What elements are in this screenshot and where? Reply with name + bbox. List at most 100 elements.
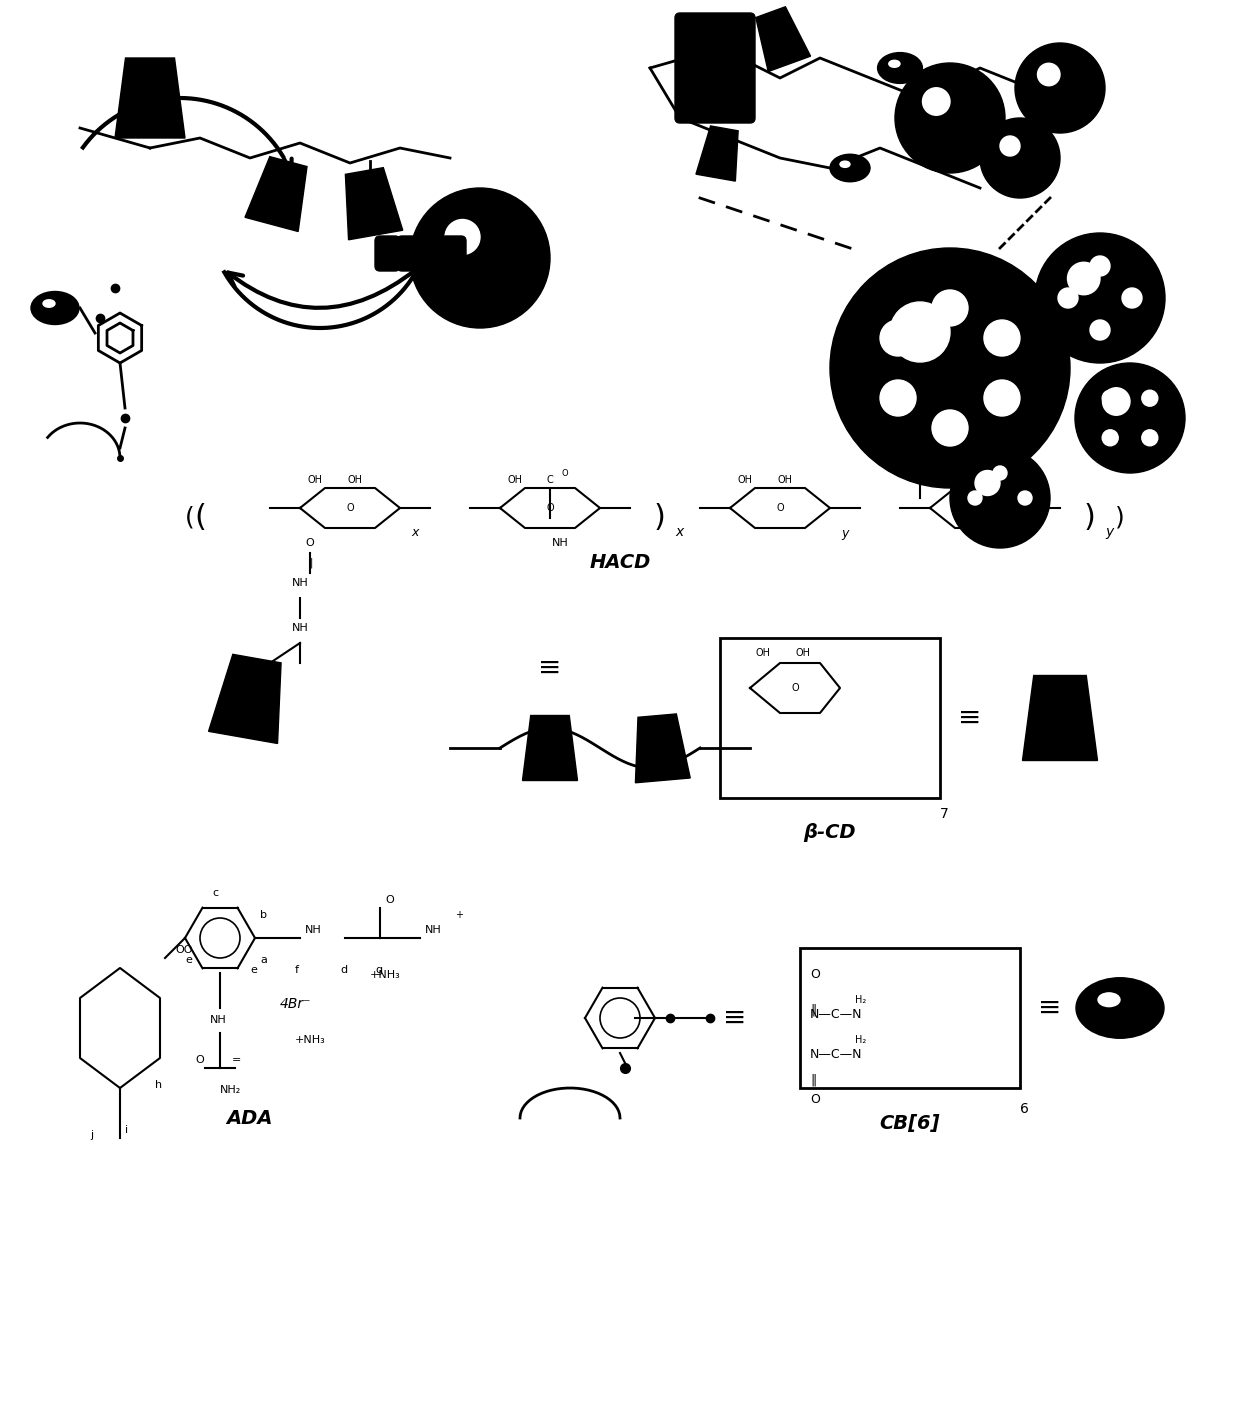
Text: NH: NH (920, 469, 936, 481)
Text: 6: 6 (1021, 1102, 1029, 1116)
Circle shape (1058, 288, 1078, 308)
Text: OH: OH (937, 475, 952, 485)
Ellipse shape (889, 61, 900, 67)
Text: N—C—N: N—C—N (810, 1008, 863, 1021)
Ellipse shape (839, 162, 849, 167)
Text: O: O (810, 1093, 820, 1106)
Circle shape (932, 410, 968, 447)
FancyBboxPatch shape (675, 13, 755, 123)
Text: ‖: ‖ (308, 557, 312, 569)
Circle shape (1075, 363, 1185, 474)
Circle shape (880, 380, 916, 415)
Text: c: c (212, 888, 218, 898)
Ellipse shape (878, 52, 923, 84)
Polygon shape (635, 713, 691, 783)
Circle shape (1068, 262, 1100, 295)
Text: a: a (260, 954, 267, 966)
Circle shape (1142, 430, 1158, 445)
Text: ): ) (1084, 503, 1096, 533)
Text: i: i (125, 1124, 128, 1134)
Circle shape (895, 62, 1004, 173)
Text: H₂: H₂ (856, 995, 867, 1005)
Text: +NH₃: +NH₃ (295, 1035, 326, 1045)
Circle shape (1102, 387, 1130, 415)
Polygon shape (246, 156, 308, 231)
Circle shape (975, 471, 999, 495)
Circle shape (890, 302, 950, 362)
Text: OH: OH (795, 648, 810, 658)
Text: O: O (810, 968, 820, 981)
Text: OH: OH (777, 475, 792, 485)
Text: g: g (374, 966, 382, 976)
Ellipse shape (43, 299, 55, 308)
Circle shape (1102, 430, 1118, 445)
Text: C: C (915, 455, 921, 465)
Circle shape (1018, 491, 1032, 505)
Text: OH: OH (755, 648, 770, 658)
Text: j: j (91, 1130, 93, 1140)
Circle shape (968, 491, 982, 505)
Text: H₂: H₂ (856, 1035, 867, 1045)
Text: ‖: ‖ (810, 1003, 816, 1017)
Text: NH: NH (291, 579, 309, 588)
Circle shape (932, 291, 968, 326)
Circle shape (1035, 233, 1166, 363)
Text: ≡: ≡ (959, 703, 982, 732)
Circle shape (445, 220, 480, 254)
Polygon shape (208, 654, 281, 743)
Circle shape (830, 248, 1070, 488)
Ellipse shape (830, 155, 870, 182)
Text: O: O (791, 683, 799, 693)
Text: ‖: ‖ (810, 1073, 816, 1086)
Text: 7: 7 (940, 807, 949, 821)
Text: NH: NH (552, 537, 568, 547)
Text: β-CD: β-CD (804, 824, 857, 842)
Circle shape (1090, 320, 1110, 340)
Text: 4Br⁻: 4Br⁻ (280, 997, 311, 1011)
Polygon shape (756, 7, 811, 71)
Ellipse shape (1076, 978, 1164, 1038)
Text: =: = (232, 1055, 242, 1065)
Text: O: O (562, 468, 568, 478)
Text: NH: NH (425, 925, 441, 934)
Text: N—C—N: N—C—N (810, 1048, 863, 1061)
Text: OH: OH (738, 475, 753, 485)
Circle shape (410, 189, 551, 328)
FancyBboxPatch shape (374, 235, 401, 271)
Text: NH: NH (210, 1015, 227, 1025)
Text: O: O (346, 503, 353, 513)
Text: +NH₃: +NH₃ (370, 970, 401, 980)
Polygon shape (1023, 675, 1097, 760)
Text: OH: OH (347, 475, 362, 485)
Text: O: O (776, 503, 784, 513)
Circle shape (1142, 390, 1158, 406)
Circle shape (985, 320, 1021, 356)
FancyBboxPatch shape (441, 235, 466, 271)
Text: C: C (547, 475, 553, 485)
Text: y: y (841, 526, 848, 539)
Text: OO: OO (175, 944, 192, 954)
Text: ): ) (653, 503, 666, 533)
Text: NH₂: NH₂ (219, 1085, 242, 1095)
Text: ): ) (1115, 506, 1125, 530)
Circle shape (923, 88, 950, 115)
Ellipse shape (1097, 993, 1120, 1007)
Polygon shape (346, 167, 403, 240)
Text: O: O (976, 503, 983, 513)
Text: ≡: ≡ (1038, 994, 1061, 1022)
Text: O: O (195, 1055, 203, 1065)
Polygon shape (696, 126, 738, 182)
Text: x: x (412, 526, 419, 539)
Circle shape (980, 118, 1060, 199)
Text: CB[6]: CB[6] (879, 1113, 940, 1133)
Text: NH: NH (291, 623, 309, 632)
Text: +: + (455, 910, 463, 920)
Polygon shape (115, 58, 185, 138)
Text: b: b (260, 910, 267, 920)
Circle shape (1016, 43, 1105, 133)
Circle shape (985, 380, 1021, 415)
FancyBboxPatch shape (419, 235, 444, 271)
Bar (720, 638, 940, 798)
Polygon shape (522, 716, 578, 780)
Text: NH: NH (305, 925, 321, 934)
